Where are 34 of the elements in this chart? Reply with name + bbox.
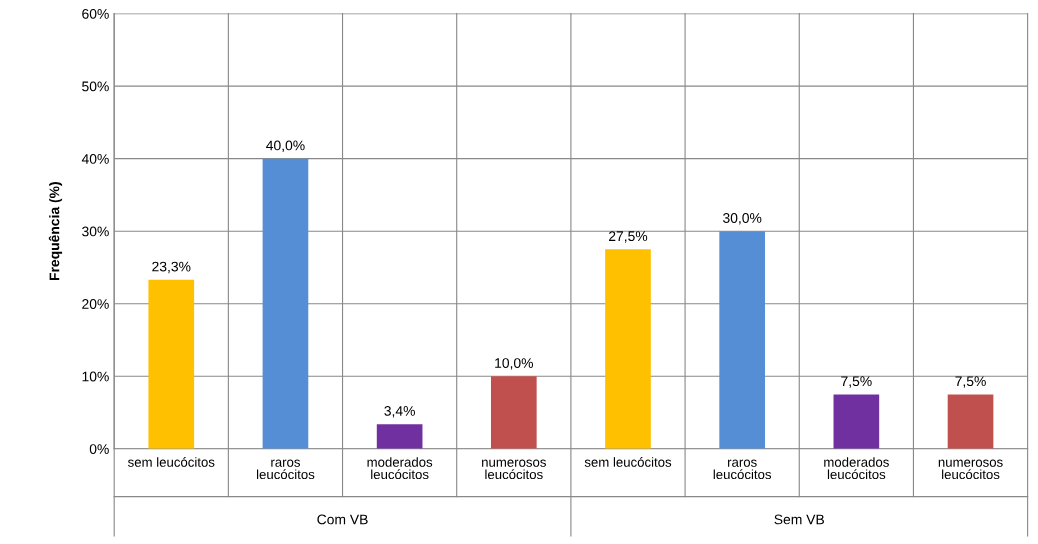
data-label: 10,0%	[495, 358, 534, 370]
bar	[947, 394, 994, 449]
y-tick-label: 30%	[82, 226, 109, 237]
data-label: 40,0%	[266, 140, 305, 153]
y-tick-label: 20%	[82, 299, 109, 309]
y-tick-label: 0%	[89, 444, 109, 454]
y-tick-label: 40%	[81, 154, 109, 164]
x-tick-label: sem leucócitos	[584, 456, 672, 467]
y-axis-title: Frequência (%)	[48, 182, 63, 281]
y-tick-label: 10%	[82, 371, 109, 382]
data-label: 30,0%	[723, 213, 762, 225]
x-tick-label: sem leucócitos	[128, 456, 215, 467]
bar	[719, 231, 766, 449]
text: Sem VB	[774, 514, 824, 525]
text: Com VB	[317, 514, 368, 525]
x-tick-label: numerosos leucócitos	[482, 459, 546, 480]
bar	[376, 424, 423, 449]
bar	[833, 394, 880, 449]
x-tick-label: moderados leucócitos	[367, 457, 433, 480]
data-label: 23,3%	[152, 261, 191, 274]
x-tick-label: moderados leucócitos	[824, 457, 889, 480]
bar	[490, 376, 537, 449]
x-tick-label: raros leucócitos	[257, 459, 315, 480]
x-tick-label: raros leucócitos	[713, 459, 772, 480]
bar	[605, 249, 651, 449]
bar	[262, 158, 309, 449]
y-tick-label: 60%	[82, 8, 109, 19]
data-label: 27,5%	[609, 231, 648, 243]
data-label: 3,4%	[384, 406, 415, 418]
data-label: 7,5%	[955, 376, 986, 388]
data-label: 7,5%	[841, 376, 872, 388]
bar	[148, 279, 195, 449]
x-tick-label: numerosos leucócitos	[938, 459, 1003, 480]
y-tick-label: 50%	[82, 81, 109, 92]
